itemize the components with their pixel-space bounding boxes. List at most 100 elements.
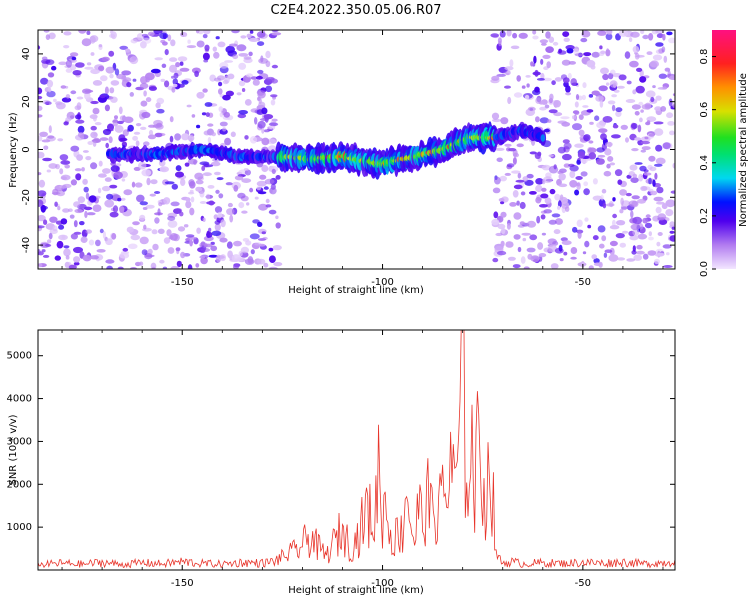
- noise-blob: [110, 96, 118, 103]
- noise-blob: [146, 177, 151, 186]
- noise-blob: [638, 101, 644, 106]
- noise-blob: [500, 240, 505, 247]
- noise-blob: [145, 76, 150, 83]
- noise-blob: [261, 137, 270, 146]
- noise-blob: [187, 158, 198, 165]
- noise-blob: [588, 140, 594, 144]
- noise-blob: [640, 30, 645, 34]
- noise-blob: [159, 259, 165, 264]
- noise-blob: [494, 147, 505, 151]
- noise-blob: [634, 137, 642, 141]
- noise-blob: [175, 165, 182, 172]
- noise-blob: [90, 100, 99, 105]
- noise-blob: [273, 262, 283, 267]
- noise-blob: [169, 57, 178, 62]
- noise-blob: [204, 44, 210, 51]
- spectrogram-y-tick-label: 20: [21, 95, 32, 108]
- noise-blob: [644, 222, 653, 229]
- noise-blob: [242, 238, 250, 242]
- noise-blob: [81, 167, 85, 172]
- noise-blob: [152, 243, 159, 251]
- noise-blob: [648, 155, 656, 162]
- noise-blob: [236, 44, 247, 52]
- noise-blob: [647, 250, 657, 256]
- noise-blob: [247, 256, 254, 264]
- noise-blob: [499, 30, 506, 38]
- noise-blob: [207, 123, 214, 127]
- noise-blob: [100, 75, 108, 82]
- noise-blob: [636, 244, 643, 250]
- noise-blob: [252, 79, 260, 86]
- noise-blob: [38, 263, 43, 268]
- noise-blob: [261, 164, 269, 173]
- noise-blob: [41, 56, 48, 61]
- noise-blob: [513, 92, 523, 98]
- noise-blob: [543, 176, 553, 184]
- noise-blob: [199, 255, 206, 259]
- noise-blob: [80, 236, 88, 243]
- noise-blob: [104, 177, 112, 182]
- noise-blob: [639, 117, 643, 123]
- noise-blob: [147, 31, 155, 37]
- noise-blob: [70, 90, 77, 95]
- noise-blob: [185, 197, 191, 203]
- noise-blob: [619, 209, 624, 214]
- noise-blob: [45, 34, 51, 40]
- noise-blob: [646, 51, 653, 55]
- noise-blob: [268, 266, 278, 269]
- noise-blob: [38, 151, 45, 159]
- noise-blob: [215, 36, 220, 40]
- noise-blob: [117, 120, 124, 125]
- noise-blob: [92, 204, 102, 212]
- noise-blob: [48, 125, 52, 134]
- noise-blob: [171, 86, 176, 93]
- noise-blob: [75, 62, 85, 68]
- noise-blob: [127, 124, 134, 132]
- noise-blob: [574, 101, 579, 108]
- noise-blob: [72, 70, 82, 76]
- noise-blob: [48, 232, 53, 240]
- noise-blob: [271, 64, 278, 69]
- noise-blob: [223, 111, 230, 118]
- noise-blob: [637, 139, 644, 146]
- noise-blob: [592, 195, 603, 201]
- noise-blob: [640, 140, 651, 145]
- noise-blob: [634, 53, 640, 60]
- noise-blob: [68, 264, 77, 269]
- noise-blob: [62, 208, 70, 213]
- noise-blob: [632, 228, 640, 236]
- noise-blob: [620, 197, 624, 206]
- noise-blob: [542, 179, 546, 185]
- noise-blob: [534, 69, 539, 77]
- noise-blob: [535, 196, 542, 204]
- noise-blob: [38, 251, 44, 256]
- noise-blob: [38, 179, 46, 188]
- noise-blob: [668, 98, 673, 107]
- noise-blob: [666, 31, 673, 36]
- noise-blob: [492, 187, 501, 194]
- noise-blob: [657, 87, 668, 90]
- noise-blob: [530, 61, 534, 67]
- noise-blob: [644, 136, 649, 140]
- snr-x-tick-label: -100: [371, 578, 394, 589]
- noise-blob: [83, 186, 89, 193]
- noise-blob: [640, 109, 644, 113]
- noise-blob: [542, 54, 551, 60]
- noise-blob: [246, 202, 250, 206]
- noise-blob: [44, 101, 52, 105]
- noise-blob: [244, 135, 249, 140]
- noise-blob: [625, 192, 632, 197]
- noise-blob: [43, 219, 48, 225]
- noise-blob: [559, 194, 564, 201]
- noise-blob: [241, 88, 246, 92]
- noise-blob: [498, 198, 505, 202]
- noise-blob: [38, 135, 43, 142]
- noise-blob: [672, 93, 675, 96]
- noise-blob: [154, 191, 161, 194]
- noise-blob: [534, 152, 541, 159]
- noise-blob: [569, 170, 576, 179]
- noise-blob: [210, 241, 215, 245]
- noise-blob: [249, 30, 254, 34]
- noise-blob: [256, 258, 266, 265]
- noise-blob: [59, 184, 69, 189]
